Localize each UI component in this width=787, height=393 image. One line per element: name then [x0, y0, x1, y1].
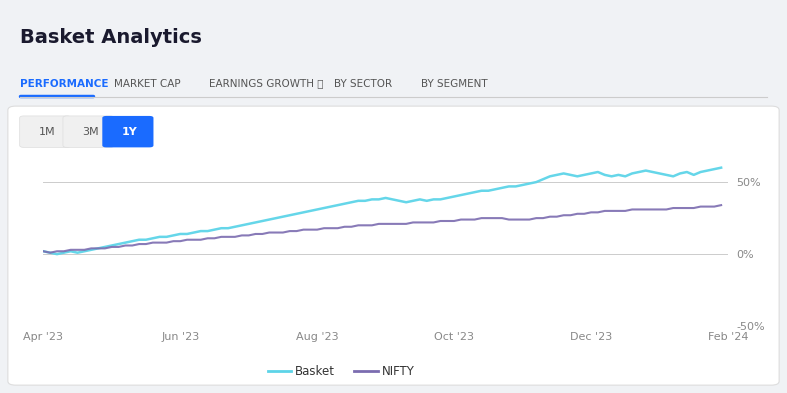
- Text: 3M: 3M: [82, 127, 99, 137]
- FancyBboxPatch shape: [63, 116, 114, 147]
- FancyBboxPatch shape: [8, 106, 779, 385]
- Text: BY SEGMENT: BY SEGMENT: [421, 79, 488, 88]
- Text: Basket: Basket: [295, 365, 335, 378]
- Text: BY SECTOR: BY SECTOR: [334, 79, 393, 88]
- Text: MARKET CAP: MARKET CAP: [114, 79, 181, 88]
- Text: 1Y: 1Y: [122, 127, 138, 137]
- Text: 1M: 1M: [39, 127, 56, 137]
- Text: Basket Analytics: Basket Analytics: [20, 28, 201, 46]
- FancyBboxPatch shape: [20, 116, 71, 147]
- Text: NIFTY: NIFTY: [382, 365, 415, 378]
- FancyBboxPatch shape: [102, 116, 153, 147]
- Text: EARNINGS GROWTH ⓘ: EARNINGS GROWTH ⓘ: [209, 79, 323, 88]
- Text: PERFORMANCE: PERFORMANCE: [20, 79, 108, 88]
